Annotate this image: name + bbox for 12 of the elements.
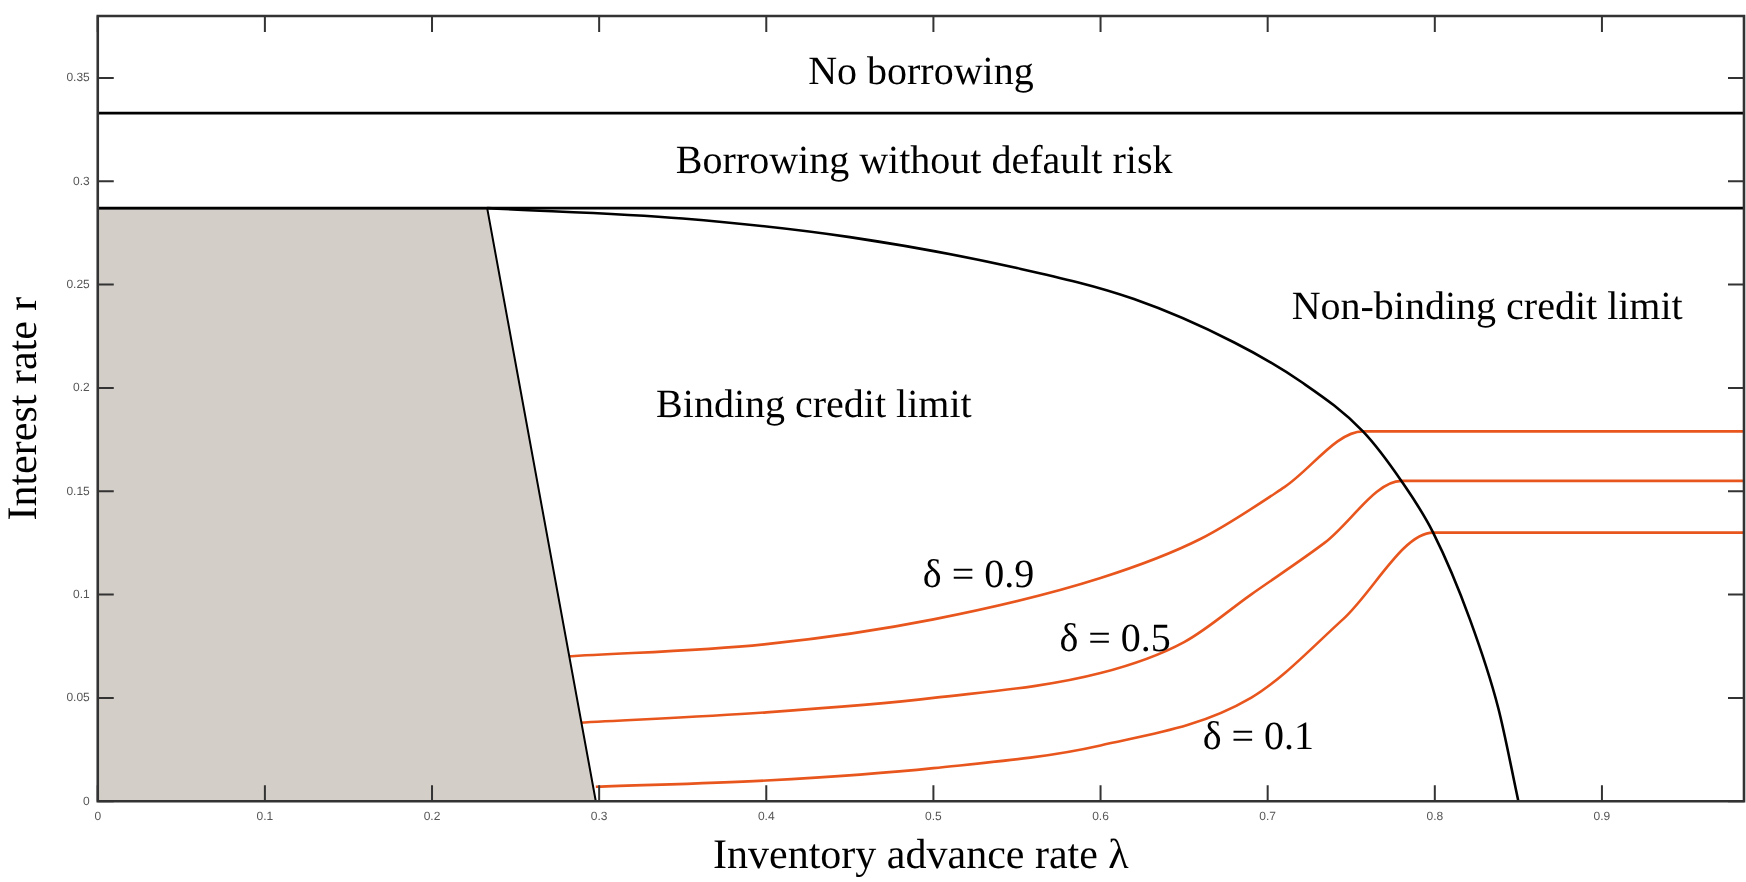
line-series [577,479,1744,724]
line-series [564,430,1744,658]
annotation: Binding credit limit [656,382,973,427]
series-label: δ = 0.9 [922,553,1035,598]
annotation: Borrowing without default risk [675,138,1173,183]
series-label: δ = 0.1 [1202,714,1315,759]
annotation: No borrowing [808,49,1034,94]
x-axis-title: Inventory advance rate λ [713,829,1131,878]
line-series [594,531,1744,789]
y-axis-title: Interest rate r [0,296,47,521]
series-label: δ = 0.5 [1059,616,1171,661]
annotation: Non-binding credit limit [1291,284,1684,329]
